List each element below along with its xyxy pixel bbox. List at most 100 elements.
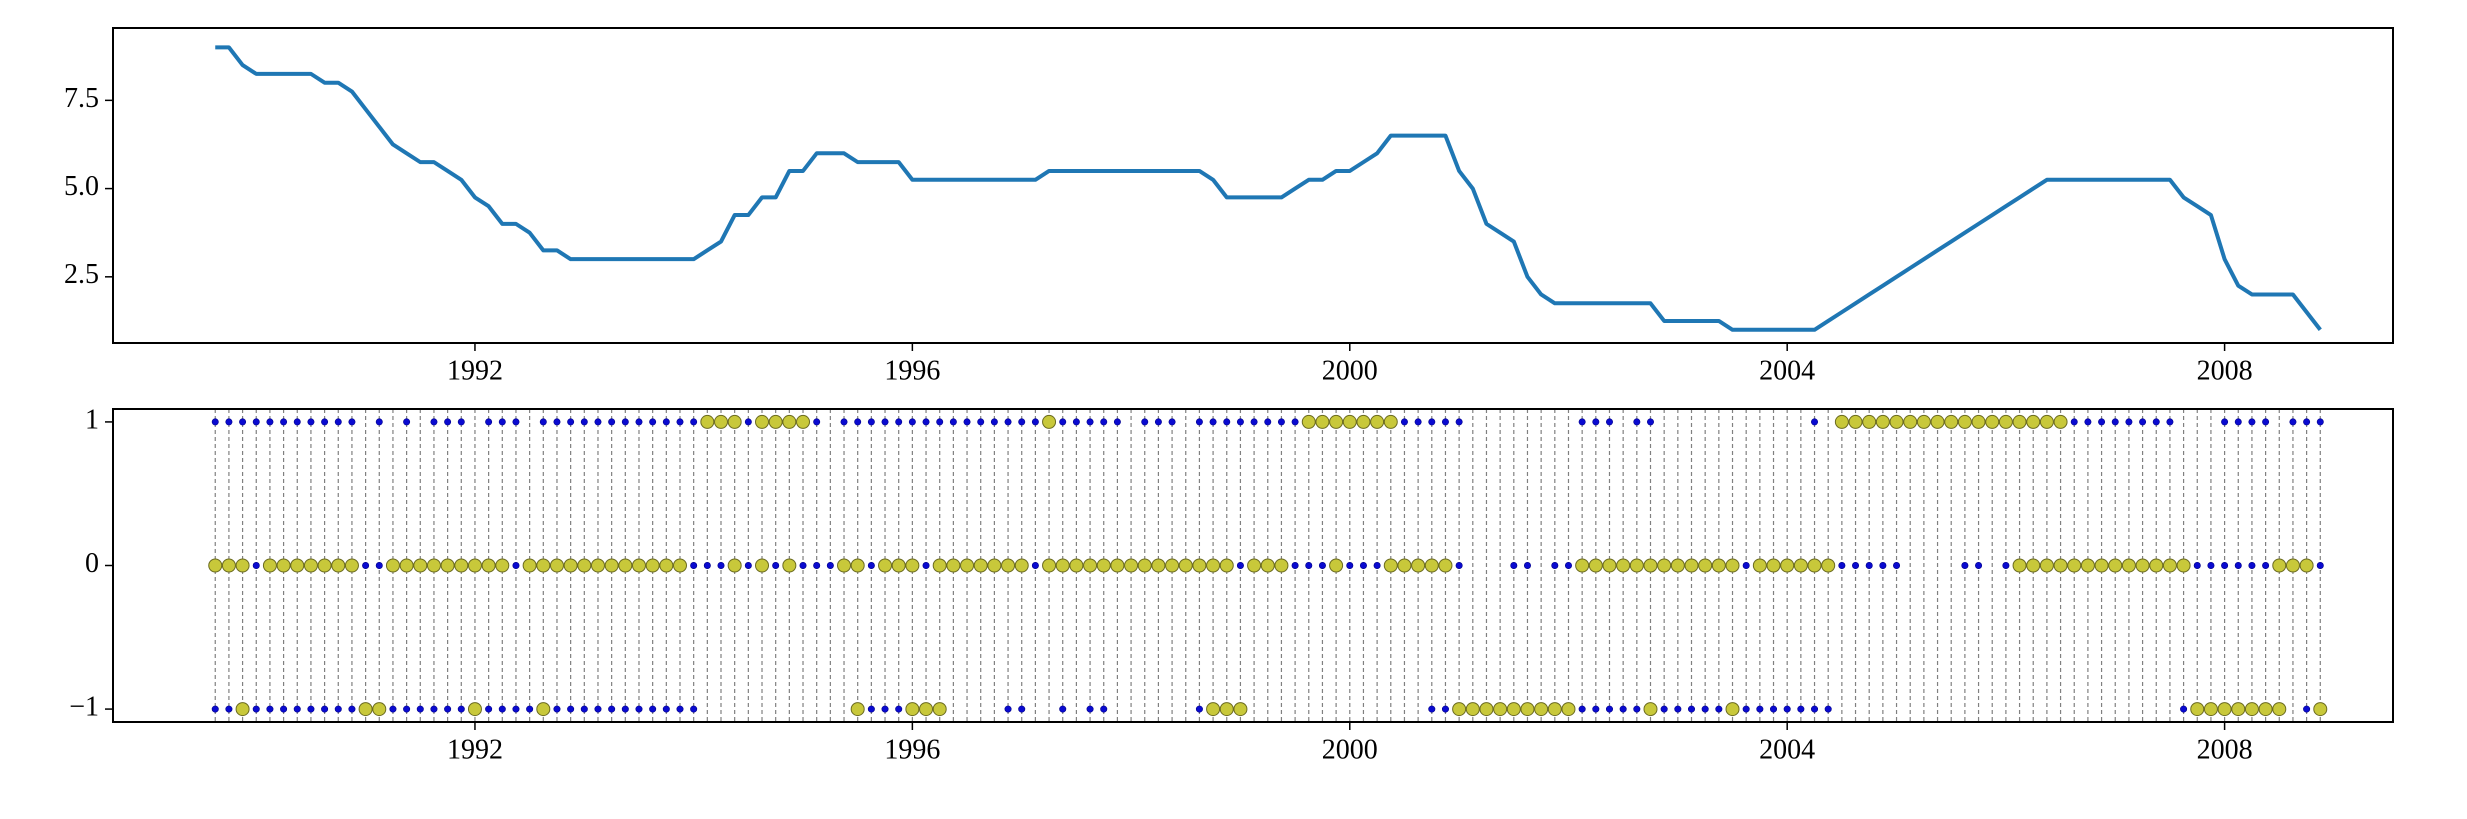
point — [1520, 702, 1535, 717]
point — [307, 418, 315, 426]
point — [1875, 414, 1890, 429]
point — [1356, 414, 1371, 429]
point — [1004, 418, 1012, 426]
point — [252, 561, 260, 569]
point — [577, 558, 592, 573]
point — [960, 558, 975, 573]
point — [553, 705, 561, 713]
point — [2121, 558, 2136, 573]
point — [1605, 418, 1613, 426]
point — [1346, 561, 1354, 569]
point — [266, 418, 274, 426]
x-tick-label: 1992 — [447, 734, 503, 765]
point — [1725, 702, 1740, 717]
point — [1670, 558, 1685, 573]
point — [1742, 561, 1750, 569]
point — [235, 558, 250, 573]
point — [1793, 558, 1808, 573]
point — [1100, 418, 1108, 426]
point — [2234, 561, 2242, 569]
point — [2221, 561, 2229, 569]
point — [1315, 414, 1330, 429]
point — [662, 418, 670, 426]
point — [344, 558, 359, 573]
point — [2289, 418, 2297, 426]
point — [1219, 558, 1234, 573]
point — [895, 418, 903, 426]
point — [2162, 558, 2177, 573]
point — [1373, 561, 1381, 569]
point — [348, 705, 356, 713]
point — [1277, 418, 1285, 426]
point — [467, 558, 482, 573]
point — [618, 558, 633, 573]
point — [221, 558, 236, 573]
point — [1957, 414, 1972, 429]
point — [1411, 558, 1426, 573]
axes-frame — [112, 27, 2394, 344]
point — [922, 561, 930, 569]
point — [1100, 705, 1108, 713]
point — [850, 702, 865, 717]
point — [280, 418, 288, 426]
point — [1821, 558, 1836, 573]
point — [321, 705, 329, 713]
point — [457, 418, 465, 426]
point — [1250, 418, 1258, 426]
point — [1274, 558, 1289, 573]
point — [2108, 558, 2123, 573]
point — [1588, 558, 1603, 573]
point — [252, 705, 260, 713]
point — [1961, 561, 1969, 569]
point — [594, 705, 602, 713]
point — [1523, 561, 1531, 569]
point — [1209, 418, 1217, 426]
point — [2039, 558, 2054, 573]
point — [977, 418, 985, 426]
point — [280, 705, 288, 713]
point — [1141, 418, 1149, 426]
point — [1195, 418, 1203, 426]
point — [1206, 702, 1221, 717]
point — [1564, 561, 1572, 569]
point — [1383, 414, 1398, 429]
point — [211, 418, 219, 426]
point — [2221, 418, 2229, 426]
point — [1715, 705, 1723, 713]
point — [1233, 702, 1248, 717]
point — [690, 561, 698, 569]
point — [498, 705, 506, 713]
point — [1329, 414, 1344, 429]
point — [1824, 705, 1832, 713]
point — [973, 558, 988, 573]
point — [1985, 414, 2000, 429]
point — [1428, 418, 1436, 426]
point — [225, 705, 233, 713]
point — [1770, 705, 1778, 713]
point — [1916, 414, 1931, 429]
point — [608, 705, 616, 713]
point — [1329, 558, 1344, 573]
point — [536, 702, 551, 717]
point — [413, 558, 428, 573]
point — [727, 558, 742, 573]
point — [1455, 561, 1463, 569]
point — [444, 705, 452, 713]
point — [1752, 558, 1767, 573]
point — [2258, 702, 2273, 717]
point — [580, 418, 588, 426]
point — [1725, 558, 1740, 573]
point — [1605, 705, 1613, 713]
point — [2217, 702, 2232, 717]
point — [1206, 558, 1221, 573]
point — [1370, 414, 1385, 429]
x-tick-label: 2000 — [1322, 734, 1378, 765]
point — [1137, 558, 1152, 573]
point — [454, 558, 469, 573]
point — [796, 414, 811, 429]
point — [826, 561, 834, 569]
point — [1551, 561, 1559, 569]
point — [317, 558, 332, 573]
point — [512, 418, 520, 426]
point — [649, 418, 657, 426]
